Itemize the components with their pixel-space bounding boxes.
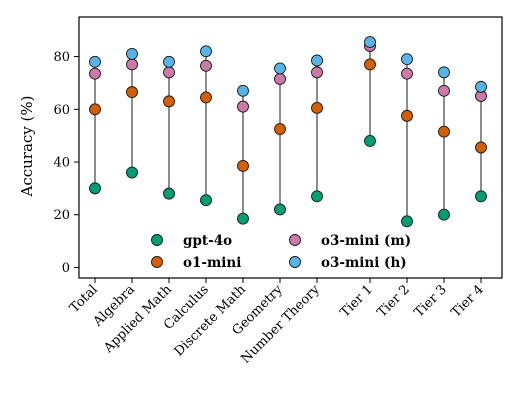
marker-o1-mini-calculus <box>200 91 212 104</box>
marker-o3-mini-h-tier-2 <box>401 53 413 66</box>
marker-o1-mini-tier-4 <box>475 141 487 154</box>
legend-marker-o3-mini-h <box>289 256 301 268</box>
marker-o3-mini-m-tier-2 <box>401 67 413 80</box>
legend: gpt-4o o1-mini o3-mini (m) o3-mini (h) <box>151 233 411 271</box>
marker-gpt-4o-number-theory <box>311 190 323 203</box>
connector-lines <box>94 42 482 222</box>
legend-label-o3-mini-m: o3-mini (m) <box>321 233 411 249</box>
x-tick-label-tier-2: Tier 2 <box>375 282 413 320</box>
marker-o3-mini-m-number-theory <box>311 66 323 79</box>
marker-o1-mini-discrete-math <box>237 160 249 172</box>
x-tick-label-tier-3: Tier 3 <box>412 282 450 320</box>
marker-o1-mini-tier-2 <box>401 109 413 122</box>
marker-o1-mini-geometry <box>274 123 286 135</box>
marker-o3-mini-h-discrete-math <box>237 84 249 97</box>
legend-marker-o3-mini-m <box>289 234 301 246</box>
marker-o3-mini-m-applied-math <box>163 66 175 79</box>
legend-label-gpt-4o: gpt-4o <box>183 233 232 249</box>
marker-o3-mini-m-tier-3 <box>438 84 450 97</box>
marker-gpt-4o-algebra <box>126 166 138 179</box>
marker-gpt-4o-tier-4 <box>475 190 487 203</box>
marker-o1-mini-applied-math <box>163 95 175 108</box>
marker-o1-mini-number-theory <box>311 102 323 114</box>
data-markers <box>89 36 487 228</box>
y-tick-label-40: 40 <box>53 156 70 171</box>
legend-marker-o1-mini <box>151 256 163 268</box>
marker-o3-mini-m-discrete-math <box>237 100 249 113</box>
marker-gpt-4o-geometry <box>274 203 286 216</box>
plot-frame <box>78 16 503 279</box>
marker-o3-mini-h-total <box>89 55 101 68</box>
marker-o3-mini-h-number-theory <box>311 54 323 67</box>
marker-o1-mini-total <box>89 103 101 116</box>
marker-gpt-4o-tier-1 <box>364 134 376 147</box>
marker-gpt-4o-applied-math <box>163 187 175 200</box>
x-tick-label-total: Total <box>67 282 101 316</box>
marker-o3-mini-m-algebra <box>126 58 138 71</box>
marker-o3-mini-m-geometry <box>274 73 286 85</box>
y-tick-label-0: 0 <box>62 261 70 276</box>
marker-gpt-4o-tier-2 <box>401 215 413 228</box>
marker-o1-mini-tier-1 <box>364 58 376 71</box>
marker-gpt-4o-total <box>89 182 101 195</box>
marker-o3-mini-h-tier-3 <box>438 66 450 79</box>
marker-o3-mini-h-geometry <box>274 62 286 75</box>
marker-gpt-4o-discrete-math <box>237 212 249 225</box>
marker-o1-mini-tier-3 <box>438 125 450 138</box>
x-tick-label-tier-1: Tier 1 <box>338 282 376 320</box>
marker-o3-mini-m-total <box>89 67 101 80</box>
marker-gpt-4o-calculus <box>200 194 212 207</box>
legend-label-o1-mini: o1-mini <box>183 255 241 271</box>
marker-o3-mini-h-tier-1 <box>364 36 376 48</box>
legend-marker-gpt-4o <box>151 234 163 246</box>
marker-o3-mini-h-applied-math <box>163 55 175 68</box>
marker-o3-mini-m-calculus <box>200 59 212 72</box>
legend-item-gpt-4o: gpt-4o <box>151 233 232 249</box>
y-tick-label-60: 60 <box>53 103 70 118</box>
marker-o1-mini-algebra <box>126 86 138 99</box>
marker-o3-mini-h-algebra <box>126 47 138 60</box>
legend-item-o3-mini-h: o3-mini (h) <box>289 255 407 271</box>
y-tick-label-20: 20 <box>53 208 70 223</box>
legend-label-o3-mini-h: o3-mini (h) <box>321 255 407 271</box>
legend-item-o3-mini-m: o3-mini (m) <box>289 233 411 249</box>
legend-item-o1-mini: o1-mini <box>151 255 241 271</box>
marker-o3-mini-h-calculus <box>200 45 212 58</box>
y-axis-label: Accuracy (%) <box>18 95 36 197</box>
x-tick-label-tier-4: Tier 4 <box>449 282 487 320</box>
marker-o3-mini-h-tier-4 <box>475 80 487 93</box>
y-tick-label-80: 80 <box>53 50 70 65</box>
marker-gpt-4o-tier-3 <box>438 208 450 221</box>
